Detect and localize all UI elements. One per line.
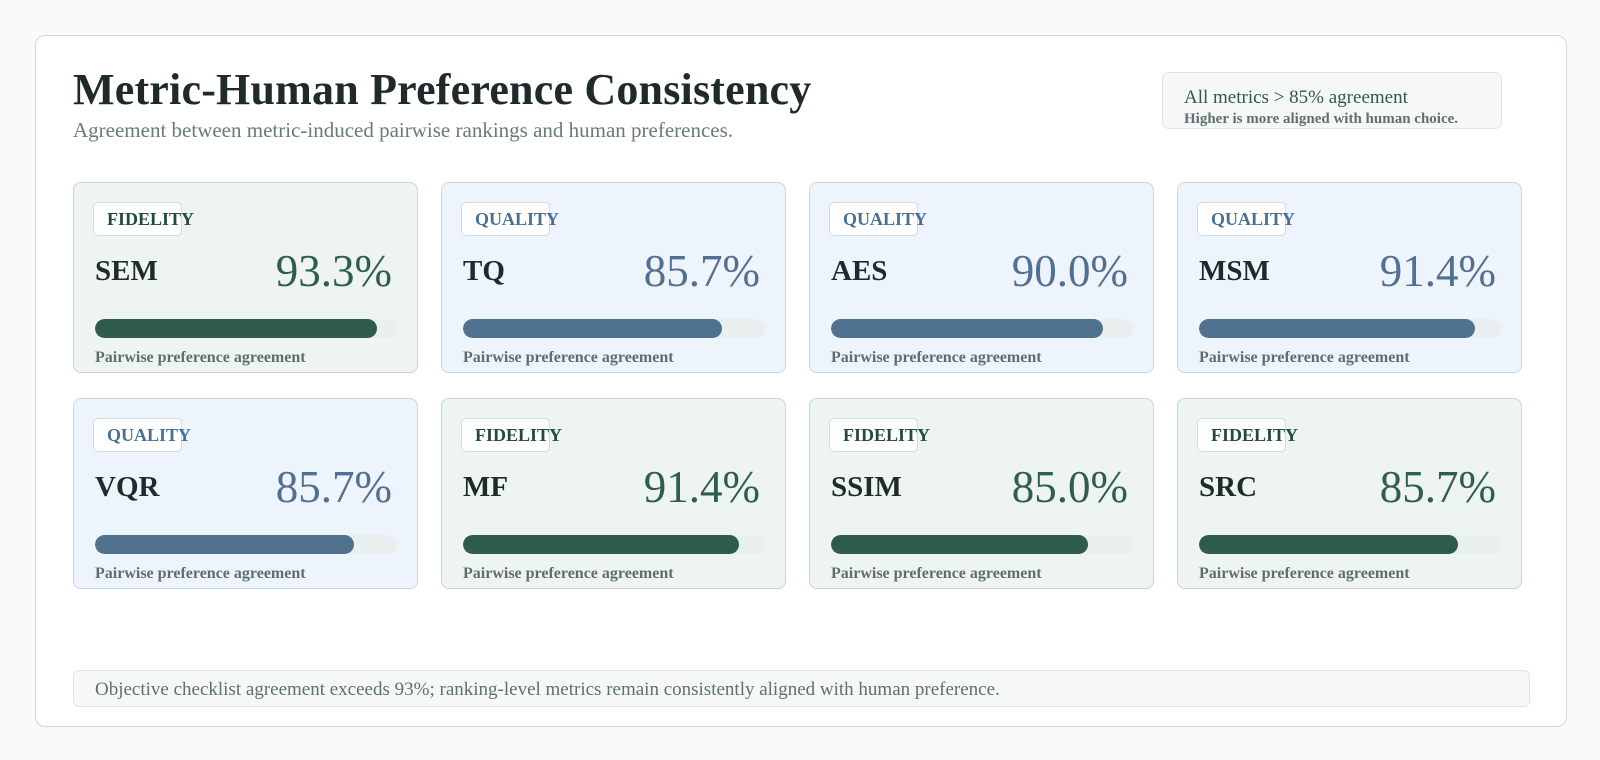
agreement-bar-track [1199,535,1501,554]
metric-value-label: 93.3% [275,246,392,296]
metric-name: AES [831,255,888,287]
metric-card-mf: FIDELITY MF 91.4% Pairwise preference agree… [441,398,786,589]
metric-card-tq: QUALITY TQ 85.7% Pairwise preference agreem… [441,182,786,373]
metric-card-vqr: QUALITY VQR 85.7% Pairwise preference agree… [73,398,418,589]
metric-value-label: 85.7% [643,246,760,296]
metric-name: TQ [463,255,505,287]
metric-name: SRC [1199,471,1258,503]
category-badge: FIDELITY [1197,418,1298,452]
category-badge: QUALITY [829,202,927,236]
agreement-bar-track [831,319,1133,338]
agreement-bar-fill [1199,319,1476,338]
agreement-bar-track [831,535,1133,554]
metric-caption: Pairwise preference agreement [463,565,674,582]
summary-main-text: All metrics > 85% agreement [1184,87,1408,108]
metric-name: SSIM [831,471,902,503]
page-subtitle: Agreement between metric-induced pairwis… [73,118,734,142]
category-badge: FIDELITY [461,418,562,452]
metric-value-label: 85.0% [1011,462,1128,512]
metric-caption: Pairwise preference agreement [831,565,1042,582]
metric-card-sem: FIDELITY SEM 93.3% Pairwise preference agre… [73,182,418,373]
metric-card-msm: QUALITY MSM 91.4% Pairwise preference agree… [1177,182,1522,373]
metric-name: SEM [95,255,158,287]
agreement-bar-fill [463,535,740,554]
category-badge: QUALITY [1197,202,1295,236]
agreement-bar-fill [463,319,722,338]
category-badge: FIDELITY [829,418,930,452]
footer-note: Objective checklist agreement exceeds 93… [73,670,1530,707]
category-badge: QUALITY [461,202,559,236]
metric-value-label: 85.7% [275,462,392,512]
metric-value-label: 90.0% [1011,246,1128,296]
agreement-bar-fill [831,319,1103,338]
metric-caption: Pairwise preference agreement [1199,565,1410,582]
metric-value-label: 85.7% [1379,462,1496,512]
agreement-bar-track [95,535,397,554]
dashboard-panel: Metric-Human Preference Consistency Agre… [35,35,1567,727]
metric-name: MSM [1199,255,1270,287]
category-badge: QUALITY [93,418,191,452]
summary-sub-text: Higher is more aligned with human choice… [1184,111,1459,127]
agreement-bar-fill [95,319,377,338]
metric-value-label: 91.4% [643,462,760,512]
metric-name: MF [463,471,509,503]
metric-caption: Pairwise preference agreement [463,349,674,366]
metric-card-src: FIDELITY SRC 85.7% Pairwise preference agre… [1177,398,1522,589]
agreement-bar-track [463,319,765,338]
metric-caption: Pairwise preference agreement [1199,349,1410,366]
agreement-bar-fill [95,535,354,554]
agreement-bar-fill [831,535,1088,554]
agreement-bar-track [463,535,765,554]
metric-caption: Pairwise preference agreement [831,349,1042,366]
summary-box: All metrics > 85% agreement Higher is mo… [1162,72,1502,129]
metric-caption: Pairwise preference agreement [95,349,306,366]
page-title: Metric-Human Preference Consistency [73,65,812,114]
metric-caption: Pairwise preference agreement [95,565,306,582]
agreement-bar-track [95,319,397,338]
metric-card-ssim: FIDELITY SSIM 85.0% Pairwise preference agr… [809,398,1154,589]
agreement-bar-track [1199,319,1501,338]
agreement-bar-fill [1199,535,1458,554]
metric-name: VQR [95,471,160,503]
metric-card-aes: QUALITY AES 90.0% Pairwise preference agree… [809,182,1154,373]
category-badge: FIDELITY [93,202,194,236]
metric-value-label: 91.4% [1379,246,1496,296]
